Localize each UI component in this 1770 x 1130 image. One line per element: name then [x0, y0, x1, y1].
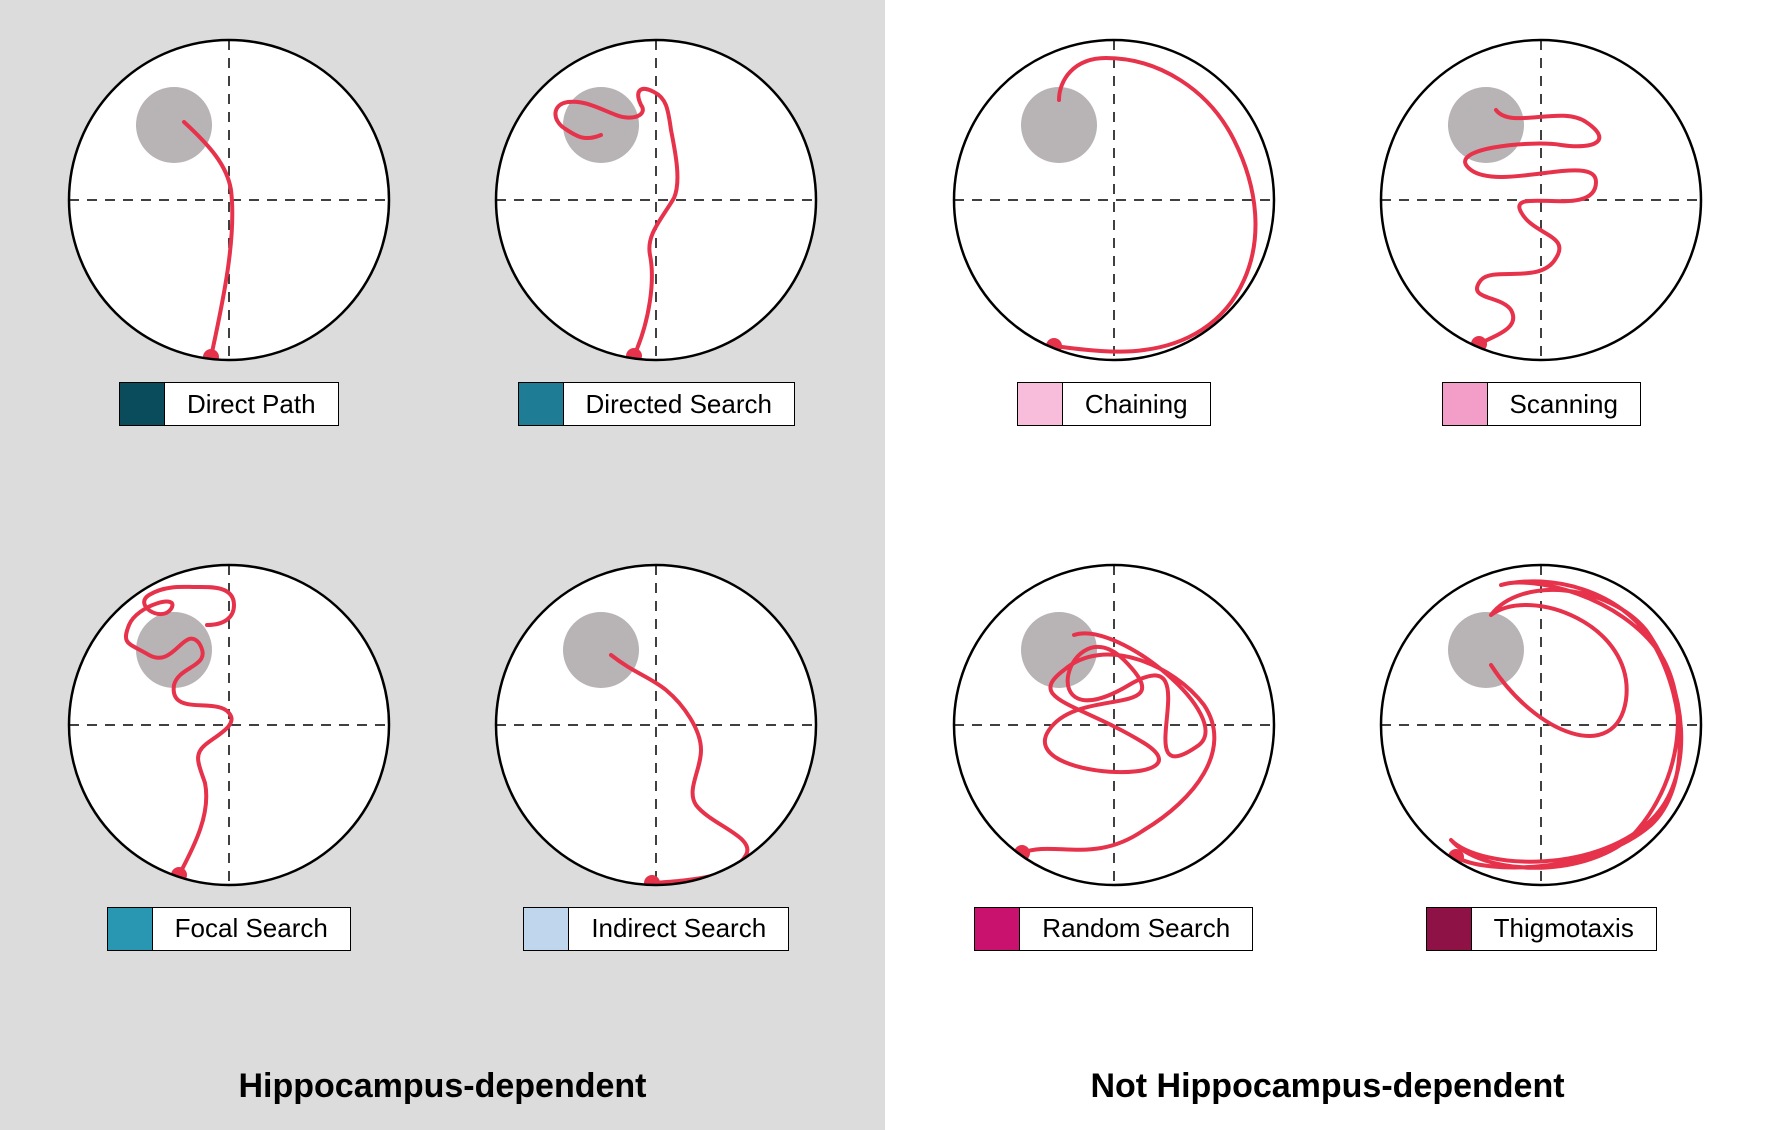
color-swatch-icon	[975, 908, 1019, 950]
color-swatch-icon	[1018, 383, 1062, 425]
panel-label: Directed Search	[563, 383, 794, 425]
platform-icon	[136, 87, 212, 163]
figure-root: Direct Path Directed Search Focal Search In…	[0, 0, 1770, 1130]
platform-icon	[563, 87, 639, 163]
arena-wrap	[1371, 30, 1711, 370]
panel-thigmotaxis: Thigmotaxis	[1371, 555, 1711, 951]
arena-wrap	[59, 555, 399, 895]
color-swatch-icon	[120, 383, 164, 425]
panel-label: Scanning	[1487, 383, 1640, 425]
arena-wrap	[1371, 555, 1711, 895]
panel-label: Focal Search	[152, 908, 350, 950]
panel-label-row: Direct Path	[119, 382, 339, 426]
arena-thigmotaxis	[1371, 555, 1711, 895]
panel-direct-path: Direct Path	[59, 30, 399, 426]
section-title-left: Hippocampus-dependent	[30, 1067, 855, 1106]
arena-wrap	[486, 30, 826, 370]
color-swatch-icon	[1427, 908, 1471, 950]
panel-label-row: Indirect Search	[523, 907, 789, 951]
arena-wrap	[59, 30, 399, 370]
panel-label: Random Search	[1019, 908, 1252, 950]
arena-chaining	[944, 30, 1284, 370]
panel-directed-search: Directed Search	[486, 30, 826, 426]
panel-label-row: Directed Search	[518, 382, 795, 426]
arena-wrap	[486, 555, 826, 895]
color-swatch-icon	[1443, 383, 1487, 425]
arena-focal-search	[59, 555, 399, 895]
arena-wrap	[944, 30, 1284, 370]
panel-label-row: Random Search	[974, 907, 1253, 951]
panel-focal-search: Focal Search	[59, 555, 399, 951]
panel-random-search: Random Search	[944, 555, 1284, 951]
panel-grid-left: Direct Path Directed Search Focal Search In…	[30, 30, 855, 1049]
section-not-hippocampus-dependent: Chaining Scanning Random Search Thigmotaxis…	[885, 0, 1770, 1130]
panel-chaining: Chaining	[944, 30, 1284, 426]
arena-random-search	[944, 555, 1284, 895]
panel-label-row: Thigmotaxis	[1426, 907, 1657, 951]
color-swatch-icon	[519, 383, 563, 425]
arena-wrap	[944, 555, 1284, 895]
section-title-right: Not Hippocampus-dependent	[915, 1067, 1740, 1106]
platform-icon	[1448, 87, 1524, 163]
platform-icon	[563, 612, 639, 688]
panel-grid-right: Chaining Scanning Random Search Thigmotaxis	[915, 30, 1740, 1049]
arena-scanning	[1371, 30, 1711, 370]
panel-label: Chaining	[1062, 383, 1210, 425]
panel-label: Direct Path	[164, 383, 338, 425]
arena-directed-search	[486, 30, 826, 370]
panel-label-row: Scanning	[1442, 382, 1641, 426]
arena-indirect-search	[486, 555, 826, 895]
start-dot-icon	[644, 875, 660, 891]
panel-label-row: Focal Search	[107, 907, 351, 951]
platform-icon	[1448, 612, 1524, 688]
panel-label: Thigmotaxis	[1471, 908, 1656, 950]
panel-label: Indirect Search	[568, 908, 788, 950]
start-dot-icon	[626, 348, 642, 364]
panel-scanning: Scanning	[1371, 30, 1711, 426]
section-hippocampus-dependent: Direct Path Directed Search Focal Search In…	[0, 0, 885, 1130]
arena-direct-path	[59, 30, 399, 370]
panel-indirect-search: Indirect Search	[486, 555, 826, 951]
color-swatch-icon	[108, 908, 152, 950]
color-swatch-icon	[524, 908, 568, 950]
panel-label-row: Chaining	[1017, 382, 1211, 426]
